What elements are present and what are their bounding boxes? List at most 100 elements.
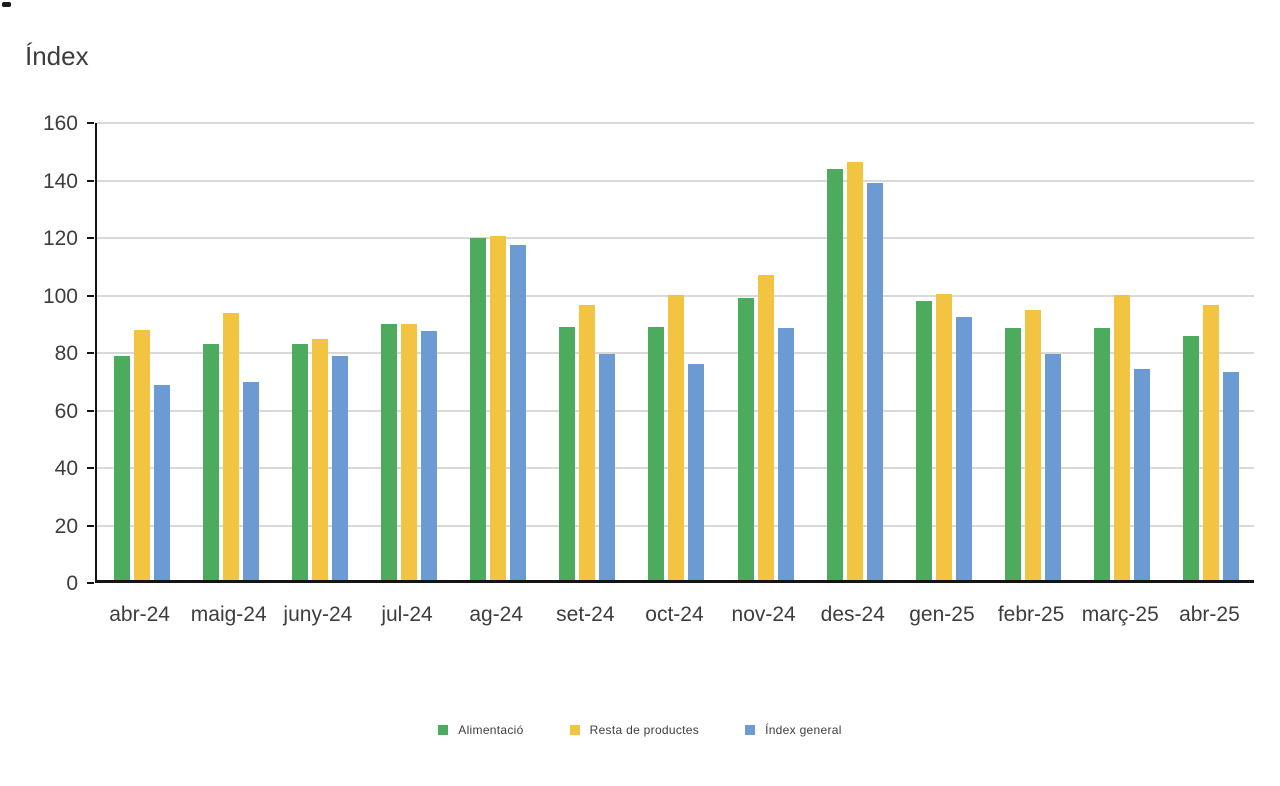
y-axis-label-140: 140: [42, 169, 78, 193]
y-axis-tick-20: [87, 524, 94, 527]
y-axis-label-60: 60: [54, 399, 78, 423]
bar-group-set-24: [543, 123, 632, 580]
y-axis-tick-80: [87, 352, 94, 354]
legend-swatch-icon: [438, 725, 449, 735]
bar-group-juny-24: [275, 123, 364, 580]
y-axis-label-40: 40: [54, 457, 78, 480]
bar-group-nov-24: [721, 123, 810, 580]
gridline-140: [97, 179, 1254, 182]
y-axis-tick-0: [87, 582, 94, 584]
legend-label: Alimentació: [458, 723, 524, 737]
bar-alimentació-ag-24: [470, 237, 487, 580]
bar-group-març-25: [1078, 123, 1167, 580]
bar-group-des-24: [810, 123, 899, 580]
x-axis-label-març-25: març-25: [1081, 603, 1159, 626]
legend: Alimentació Resta de productes Índex gener…: [0, 723, 1280, 737]
y-axis-label-100: 100: [42, 284, 78, 308]
legend-label: Índex general: [765, 723, 842, 737]
y-axis-label-20: 20: [54, 514, 78, 538]
bar-índex-general-juny-24: [331, 355, 348, 580]
bar-índex-general-abr-25: [1223, 371, 1240, 580]
x-axis-label-maig-24: maig-24: [190, 603, 267, 626]
bar-alimentació-des-24: [826, 168, 843, 580]
x-axis-label-set-24: set-24: [556, 603, 615, 626]
bar-índex-general-gen-25: [955, 316, 972, 580]
bar-group-abr-25: [1167, 123, 1256, 580]
bar-alimentació-abr-25: [1183, 335, 1200, 580]
bar-índex-general-abr-24: [153, 384, 170, 580]
bar-group-febr-25: [989, 123, 1078, 580]
bar-resta-de-productes-oct-24: [668, 295, 685, 580]
y-axis-label-80: 80: [54, 342, 78, 365]
bar-group-jul-24: [364, 123, 453, 580]
bar-alimentació-oct-24: [648, 327, 665, 580]
bar-resta-de-productes-nov-24: [757, 275, 774, 580]
bar-índex-general-febr-25: [1045, 354, 1062, 580]
y-axis-tick-160: [87, 122, 94, 124]
bar-índex-general-maig-24: [242, 381, 259, 580]
bar-resta-de-productes-abr-24: [133, 329, 150, 580]
corner-artifact: [2, 2, 11, 7]
bar-resta-de-productes-abr-25: [1203, 305, 1220, 580]
x-axis-label-ag-24: ag-24: [469, 603, 524, 626]
chart-title: Índex: [25, 41, 89, 71]
plot-area: [95, 122, 1256, 583]
x-axis-label-abr-25: abr-25: [1179, 603, 1240, 626]
legend-item-resta-de-productes: Resta de productes: [569, 723, 700, 737]
bar-índex-general-març-25: [1134, 368, 1151, 580]
bar-group-ag-24: [454, 123, 543, 580]
bar-índex-general-des-24: [866, 183, 883, 580]
bar-resta-de-productes-febr-25: [1025, 309, 1042, 580]
legend-swatch-icon: [745, 725, 756, 735]
legend-swatch-icon: [569, 725, 580, 735]
bar-alimentació-febr-25: [1005, 328, 1022, 580]
bar-resta-de-productes-març-25: [1114, 295, 1131, 580]
bar-resta-de-productes-gen-25: [935, 293, 952, 580]
bar-índex-general-nov-24: [777, 328, 794, 580]
x-axis-label-des-24: des-24: [820, 603, 885, 626]
x-axis-label-oct-24: oct-24: [645, 603, 704, 626]
x-axis-label-abr-24: abr-24: [109, 603, 170, 626]
bar-group-maig-24: [186, 123, 275, 580]
bar-alimentació-abr-24: [113, 355, 130, 580]
gridline-120: [97, 237, 1254, 239]
bar-alimentació-set-24: [559, 327, 576, 580]
y-axis-tick-40: [87, 467, 94, 469]
y-axis-tick-60: [87, 409, 94, 412]
bar-resta-de-productes-ag-24: [490, 236, 507, 580]
y-axis-label-120: 120: [42, 227, 78, 250]
bar-índex-general-oct-24: [688, 364, 705, 580]
bar-resta-de-productes-des-24: [846, 161, 863, 580]
bar-índex-general-set-24: [599, 354, 616, 580]
bar-alimentació-jul-24: [381, 324, 398, 580]
bar-resta-de-productes-set-24: [579, 305, 596, 580]
bar-resta-de-productes-jul-24: [401, 324, 418, 580]
bar-alimentació-maig-24: [202, 344, 219, 580]
gridline-160: [97, 122, 1254, 124]
x-axis-label-nov-24: nov-24: [731, 603, 796, 626]
bar-resta-de-productes-juny-24: [311, 338, 328, 580]
x-axis-label-gen-25: gen-25: [909, 603, 975, 626]
bar-alimentació-nov-24: [737, 298, 754, 580]
y-axis-tick-140: [87, 179, 94, 182]
legend-item-alimentació: Alimentació: [438, 723, 523, 737]
y-axis-label-0: 0: [66, 572, 78, 595]
y-axis-tick-120: [87, 237, 94, 239]
bar-alimentació-juny-24: [291, 344, 308, 580]
bar-índex-general-jul-24: [421, 331, 438, 580]
bar-group-abr-24: [97, 123, 186, 580]
bar-alimentació-març-25: [1094, 328, 1111, 580]
bar-índex-general-ag-24: [510, 245, 527, 580]
legend-item-índex-general: Índex general: [745, 723, 842, 737]
bar-group-oct-24: [632, 123, 721, 580]
x-axis-label-febr-25: febr-25: [997, 603, 1065, 626]
bar-alimentació-gen-25: [915, 301, 932, 580]
bar-group-gen-25: [899, 123, 988, 580]
bar-resta-de-productes-maig-24: [222, 312, 239, 580]
x-axis-label-juny-24: juny-24: [283, 603, 353, 626]
x-axis-label-jul-24: jul-24: [381, 603, 433, 626]
y-axis-label-160: 160: [42, 112, 78, 135]
legend-label: Resta de productes: [589, 723, 700, 737]
y-axis-tick-100: [87, 294, 94, 297]
